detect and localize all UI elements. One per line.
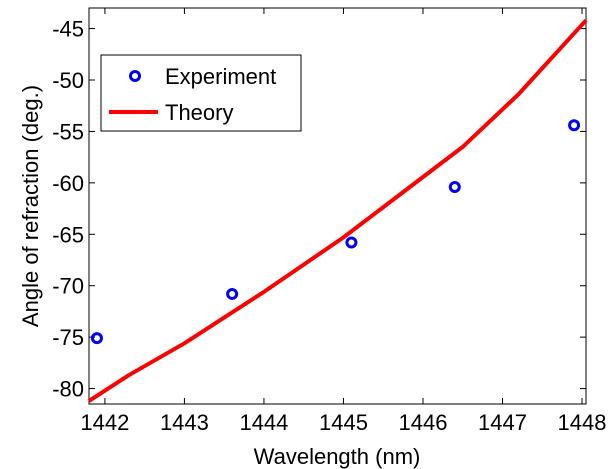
experiment-point (226, 287, 239, 300)
x-tick-label: 1442 (80, 410, 129, 435)
x-tick-label: 1444 (239, 410, 288, 435)
experiment-point (568, 119, 581, 132)
y-tick-label: -70 (52, 274, 84, 299)
experiment-layer (90, 119, 581, 345)
experiment-point (345, 236, 358, 249)
y-axis-label: Angle of refraction (deg.) (18, 85, 43, 327)
x-axis-label: Wavelength (nm) (254, 444, 421, 469)
y-tick-label: -55 (52, 119, 84, 144)
legend-box (100, 54, 302, 132)
y-tick-label: -80 (52, 377, 84, 402)
x-tick-label: 1446 (399, 410, 448, 435)
legend-label-experiment: Experiment (165, 64, 276, 89)
legend: Experiment Theory (100, 54, 302, 132)
theory-line (87, 18, 588, 403)
x-tick-label: 1447 (478, 410, 527, 435)
ticks-group: 1442 1443 1444 1445 1446 1447 1448 -80 -75 -70 -65… (52, 8, 607, 435)
y-tick-label: -50 (52, 68, 84, 93)
legend-label-theory: Theory (165, 100, 233, 125)
y-tick-label: -45 (52, 17, 84, 42)
theory-layer (87, 18, 588, 403)
legend-marker-experiment (129, 70, 141, 82)
y-tick-label: -65 (52, 222, 84, 247)
experiment-point (448, 180, 461, 193)
x-tick-label: 1448 (558, 410, 607, 435)
y-tick-label: -75 (52, 325, 84, 350)
y-tick-label: -60 (52, 171, 84, 196)
x-tick-label: 1445 (319, 410, 368, 435)
x-tick-label: 1443 (160, 410, 209, 435)
experiment-point (90, 332, 103, 345)
